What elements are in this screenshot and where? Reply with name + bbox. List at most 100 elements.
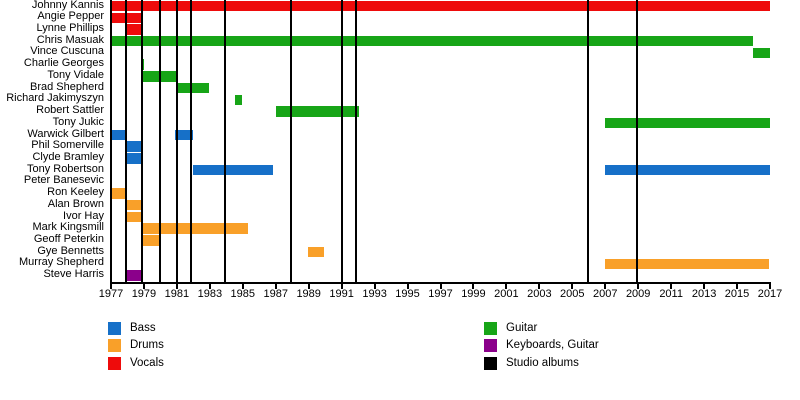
year-tick-label: 1991 (329, 288, 354, 300)
x-axis-tick (110, 283, 112, 289)
year-tick-label: 2007 (593, 288, 618, 300)
studio-album-line (159, 0, 162, 283)
studio-album-line (124, 0, 127, 283)
x-axis-tick (406, 283, 409, 289)
member-label: Gye Bennetts (37, 244, 104, 257)
legend-item: Keyboards, Guitar (484, 339, 704, 353)
year-tick-label: 1999 (461, 288, 486, 300)
bass-legend-swatch (108, 322, 121, 335)
year-tick-label: 1983 (197, 288, 223, 300)
x-axis-tick (472, 283, 475, 289)
member-label: Tony Robertson (26, 162, 104, 175)
member-bar (111, 188, 126, 199)
legend-item: Vocals (108, 356, 328, 371)
x-axis-tick (307, 283, 310, 289)
year-tick-label: 2011 (659, 288, 683, 300)
x-axis-tick (769, 283, 771, 289)
year-tick-label: 1987 (263, 288, 288, 300)
keyboards_guitar-legend-swatch (484, 339, 497, 353)
x-axis-tick (274, 283, 277, 289)
member-bar (125, 141, 144, 152)
member-label: Johnny Kannis (31, 0, 104, 11)
member-bar (126, 211, 143, 223)
vocals-legend-swatch (108, 356, 121, 370)
member-bar (142, 223, 248, 234)
x-axis-tick (538, 283, 541, 289)
x-axis-tick (505, 283, 508, 289)
year-tick-label: 2005 (560, 288, 585, 300)
albums-legend-swatch (484, 356, 497, 370)
member-label: Brad Shepherd (30, 80, 104, 93)
member-label: Lynne Phillips (36, 22, 104, 35)
legend-label: Drums (130, 339, 164, 352)
x-axis-tick (373, 283, 376, 289)
x-axis-tick (175, 283, 178, 289)
x-axis-tick (439, 283, 442, 289)
year-tick-label: 2017 (757, 288, 783, 300)
x-axis-tick (571, 283, 574, 289)
year-tick-label: 1995 (395, 288, 420, 300)
legend-item: Drums (108, 339, 328, 353)
member-label: Peter Banesevic (23, 174, 104, 187)
year-tick-label: 1977 (98, 288, 124, 300)
member-label: Vince Cuscuna (30, 45, 104, 58)
member-bar (605, 164, 770, 176)
member-bar (275, 106, 359, 117)
legend-item: Bass (108, 322, 328, 336)
member-bar (235, 94, 242, 105)
member-bar (142, 235, 160, 246)
year-tick-label: 2013 (691, 288, 717, 300)
legend-label: Guitar (506, 322, 538, 334)
studio-album-line (636, 0, 639, 283)
plot-left-border (110, 0, 112, 283)
year-tick-label: 1989 (296, 288, 321, 300)
legend-label: Studio albums (506, 356, 579, 369)
member-bar (111, 129, 126, 141)
studio-album-line (189, 0, 192, 283)
member-bar (111, 12, 143, 23)
year-tick-label: 1979 (131, 288, 157, 300)
member-label: Geoff Peterkin (33, 233, 104, 245)
member-label: Alan Brown (47, 197, 104, 210)
year-tick-label: 1985 (230, 288, 256, 300)
member-label: Charlie Georges (23, 57, 104, 70)
legend-label: Keyboards, Guitar (506, 339, 599, 352)
year-tick-label: 2009 (625, 288, 651, 300)
legend-item: Guitar (484, 322, 704, 336)
member-label: Steve Harris (43, 268, 104, 281)
member-bar (605, 118, 770, 129)
x-axis-tick (637, 283, 640, 289)
member-bar (126, 200, 143, 211)
member-bar (111, 0, 770, 12)
x-axis-tick (208, 283, 211, 289)
legend-label: Vocals (130, 356, 164, 369)
member-bar (111, 35, 753, 47)
studio-album-line (355, 0, 358, 283)
member-bar (176, 82, 209, 94)
year-tick-label: 2003 (527, 288, 552, 300)
year-tick-label: 2001 (494, 288, 519, 300)
member-label: Chris Masuak (36, 33, 104, 46)
member-label: Ivor Hay (63, 209, 104, 222)
legend-label: Bass (130, 322, 156, 334)
member-label: Angie Pepper (37, 10, 104, 23)
guitar-legend-swatch (484, 322, 497, 335)
studio-album-line (141, 0, 144, 283)
member-bar (125, 24, 143, 35)
member-label: Warwick Gilbert (27, 127, 104, 140)
member-label: Ron Keeley (47, 186, 104, 199)
studio-album-line (175, 0, 178, 283)
member-bar (125, 270, 144, 281)
member-bar (605, 258, 770, 270)
member-label: Robert Sattler (36, 104, 104, 117)
member-label: Mark Kingsmill (32, 221, 104, 234)
member-bar (175, 129, 193, 141)
x-axis-line (110, 281, 771, 284)
member-label: Clyde Bramley (32, 150, 104, 163)
x-axis-tick (703, 283, 706, 289)
x-axis-tick (736, 283, 739, 289)
studio-album-line (586, 0, 589, 283)
x-axis-tick (604, 283, 607, 289)
studio-album-line (223, 0, 226, 283)
member-bar (125, 153, 144, 164)
